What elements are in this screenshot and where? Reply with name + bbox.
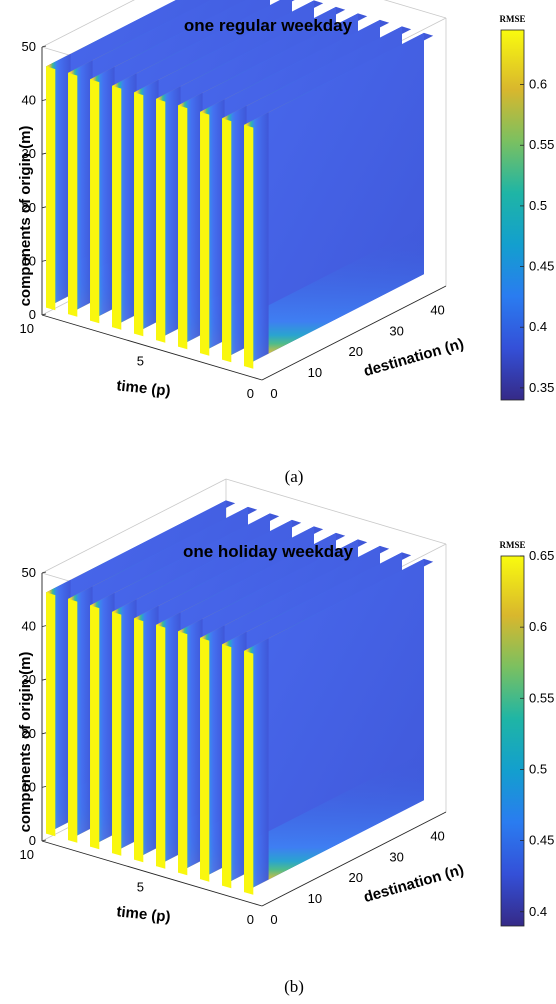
slice-stack xyxy=(46,0,434,369)
z-tick-label: 10 xyxy=(22,253,36,268)
colorbar-tick-label: 0.65 xyxy=(529,548,554,563)
z-tick-labels: 0 10 20 30 40 50 xyxy=(22,565,47,848)
slice-edge xyxy=(68,598,78,843)
slice-p1 xyxy=(244,32,434,369)
z-tick-labels: 0 10 20 30 40 50 xyxy=(22,39,47,322)
x-axis-label: destination (n) xyxy=(362,335,466,380)
slice-edge xyxy=(112,85,122,330)
panel-b: one holiday weekday010203040500510010203… xyxy=(17,478,554,996)
z-tick-label: 40 xyxy=(22,93,36,108)
slice-edge xyxy=(134,92,144,337)
x-tick-labels: 0 10 20 30 40 xyxy=(270,828,444,927)
colorbar-tick-label: 0.4 xyxy=(529,319,547,334)
z-tick-label: 0 xyxy=(29,307,36,322)
x-tick-label: 30 xyxy=(389,323,403,338)
slice-edge xyxy=(244,650,254,895)
z-tick-label: 30 xyxy=(22,146,36,161)
colorbar-tick-label: 0.6 xyxy=(529,77,547,92)
slice-edge xyxy=(90,605,100,850)
axis-lines xyxy=(41,47,447,381)
z-tick-label: 30 xyxy=(22,672,36,687)
colorbar: 0.4 0.45 0.5 0.55 0.6 0.65 RMSE xyxy=(499,540,554,927)
slice-edge xyxy=(46,66,56,311)
colorbar-tick-label: 0.55 xyxy=(529,137,554,152)
panel-caption: (a) xyxy=(285,467,304,486)
y-tick-labels: 0 5 10 xyxy=(20,847,254,927)
y-axis-label: time (p) xyxy=(116,377,172,400)
colorbar-tick-label: 0.4 xyxy=(529,904,547,919)
slice-bottom-band xyxy=(244,225,424,367)
x-tick-label: 40 xyxy=(430,828,444,843)
z-axis-label: components of origin (m) xyxy=(17,652,34,833)
slice-edge xyxy=(178,631,188,876)
slice-edge xyxy=(134,618,144,863)
colorbar-tick-label: 0.5 xyxy=(529,198,547,213)
slice-bottom-band xyxy=(244,751,424,893)
panel-a: one regular weekday010203040500510010203… xyxy=(17,0,554,486)
x-tick-label: 10 xyxy=(308,365,322,380)
colorbar: 0.35 0.4 0.45 0.5 0.55 0.6 RMSE xyxy=(499,14,554,401)
x-tick-label: 10 xyxy=(308,891,322,906)
colorbar-tick-label: 0.6 xyxy=(529,619,547,634)
x-axis-label: destination (n) xyxy=(362,861,466,906)
colorbar-tick-label: 0.45 xyxy=(529,833,554,848)
y-axis-label: time (p) xyxy=(116,903,172,926)
y-tick-label: 10 xyxy=(20,847,34,862)
colorbar-tick-label: 0.35 xyxy=(529,380,554,395)
z-tick-label: 20 xyxy=(22,726,36,741)
colorbar-tick-label: 0.5 xyxy=(529,761,547,776)
colorbar-gradient xyxy=(500,555,525,927)
axis-lines xyxy=(41,573,447,907)
z-tick-label: 10 xyxy=(22,779,36,794)
colorbar-gradient xyxy=(500,29,525,401)
slice-p1 xyxy=(244,558,434,895)
chart-title: one holiday weekday xyxy=(183,542,354,561)
x-tick-label: 0 xyxy=(270,912,277,927)
y-tick-label: 0 xyxy=(247,912,254,927)
colorbar-title: RMSE xyxy=(499,540,525,550)
z-axis-label: components of origin (m) xyxy=(17,126,34,307)
z-tick-label: 0 xyxy=(29,833,36,848)
x-tick-labels: 0 10 20 30 40 xyxy=(270,302,444,401)
z-tick-label: 50 xyxy=(22,39,36,54)
y-tick-label: 5 xyxy=(137,354,144,369)
slice-edge xyxy=(156,98,166,343)
slice-edge xyxy=(178,105,188,350)
slice-edge xyxy=(200,637,210,882)
colorbar-tick-label: 0.45 xyxy=(529,259,554,274)
slice-edge xyxy=(68,72,78,317)
z-tick-label: 40 xyxy=(22,619,36,634)
slice-edge xyxy=(222,644,232,889)
colorbar-title: RMSE xyxy=(499,14,525,24)
y-tick-labels: 0 5 10 xyxy=(20,321,254,401)
x-tick-label: 20 xyxy=(349,344,363,359)
x-tick-label: 30 xyxy=(389,849,403,864)
panel-caption: (b) xyxy=(284,977,304,996)
slice-edge xyxy=(244,124,254,369)
colorbar-tick-label: 0.55 xyxy=(529,690,554,705)
z-tick-label: 50 xyxy=(22,565,36,580)
slice-edge xyxy=(200,111,210,356)
x-tick-label: 40 xyxy=(430,302,444,317)
y-tick-label: 10 xyxy=(20,321,34,336)
slice-stack xyxy=(46,500,434,895)
y-tick-label: 5 xyxy=(137,880,144,895)
slice-edge xyxy=(156,624,166,869)
x-tick-label: 20 xyxy=(349,870,363,885)
chart-title: one regular weekday xyxy=(184,16,353,35)
slice-edge xyxy=(90,79,100,324)
z-tick-label: 20 xyxy=(22,200,36,215)
x-tick-label: 0 xyxy=(270,386,277,401)
slice-edge xyxy=(46,592,56,837)
slice-edge xyxy=(112,611,122,856)
slice-edge xyxy=(222,118,232,363)
y-tick-label: 0 xyxy=(247,386,254,401)
